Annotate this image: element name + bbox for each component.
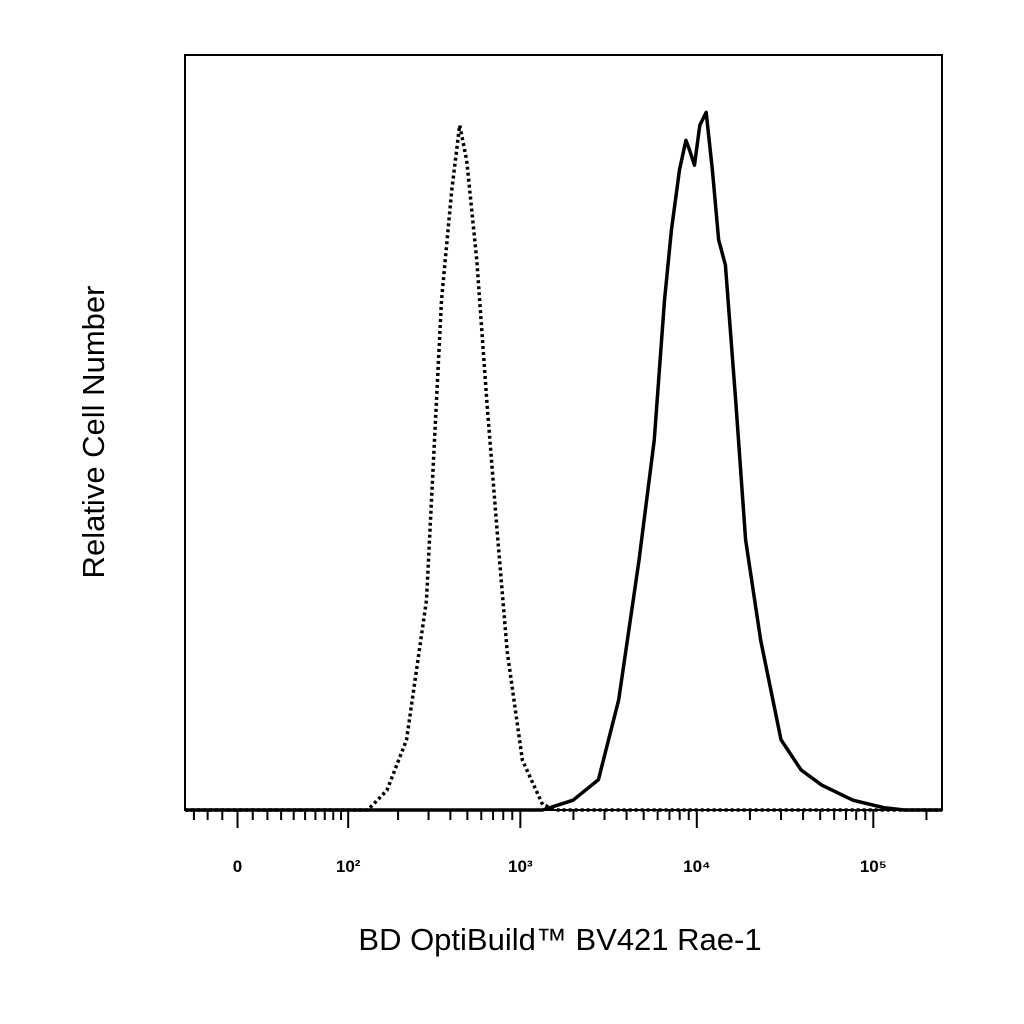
x-tick-label: 10² <box>336 857 361 876</box>
histogram-line <box>185 110 942 812</box>
y-axis-label: Relative Cell Number <box>76 286 111 579</box>
x-tick-label: 10⁴ <box>683 857 710 876</box>
x-tick-label: 10⁵ <box>860 857 887 876</box>
x-tick-label: 10³ <box>508 857 533 876</box>
x-axis-label: BD OptiBuild™ BV421 Rae-1 <box>358 922 761 957</box>
x-tick-label: 0 <box>233 857 242 876</box>
histogram-line <box>185 123 942 812</box>
